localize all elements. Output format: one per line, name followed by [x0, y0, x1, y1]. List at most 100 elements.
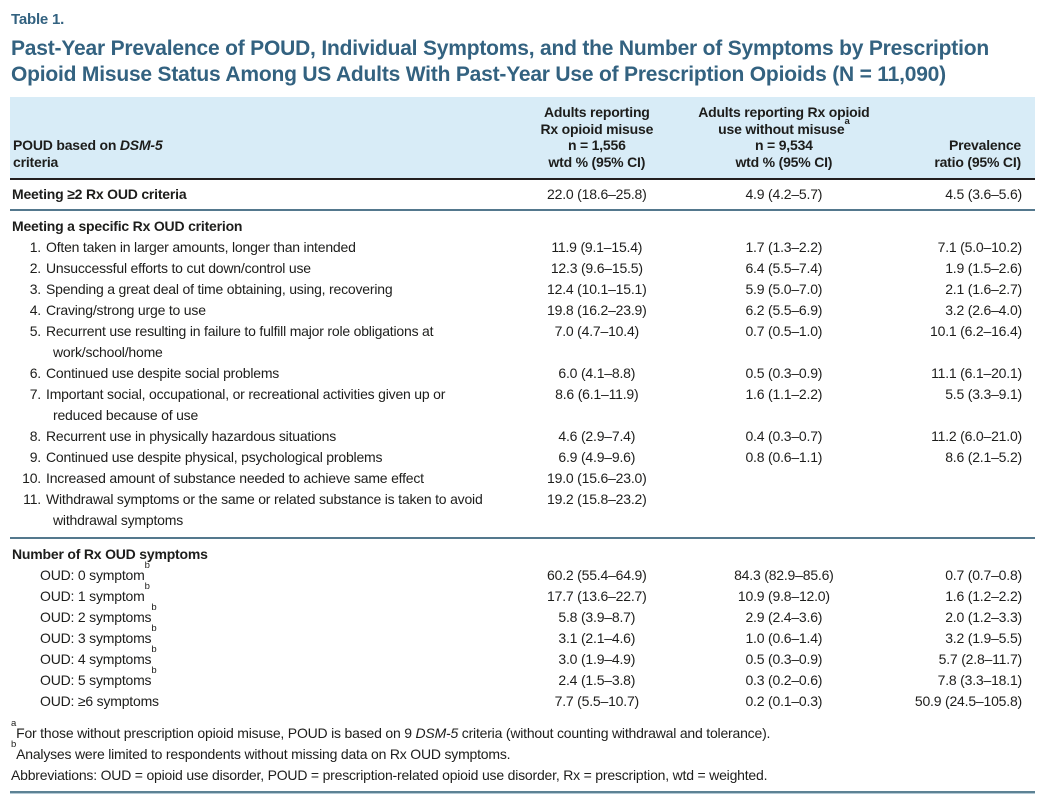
- criterion-label: OUD: 3 symptomsb: [40, 623, 157, 646]
- value-cell: [687, 489, 882, 538]
- criterion-cell: 11. Withdrawal symptoms or the same or re…: [10, 489, 507, 538]
- table-row: 1. Often taken in larger amounts, longer …: [10, 237, 1035, 258]
- table-row: 4. Craving/strong urge to use 19.8 (16.2–2…: [10, 300, 1035, 321]
- table-row: Meeting ≥2 Rx OUD criteria 22.0 (18.6–25.…: [10, 179, 1035, 210]
- criterion-label: Often taken in larger amounts, longer th…: [46, 239, 356, 255]
- value-cell: [881, 489, 1035, 538]
- value-cell: 3.2 (2.6–4.0): [945, 302, 1022, 318]
- table-row: OUD: 1 symptomb 17.7 (13.6–22.7) 10.9 (9.8…: [10, 581, 1035, 607]
- criterion-label-wrap: OUD: 0 symptomb: [10, 561, 507, 586]
- criterion-cell: 4. Craving/strong urge to use: [10, 300, 507, 321]
- criterion-label-wrap: 9. Continued use despite physical, psycho…: [10, 447, 507, 468]
- value-cell: 11.2 (6.0–21.0): [931, 428, 1022, 444]
- footnote-a: aFor those without prescription opioid m…: [11, 718, 771, 741]
- value-cell: 4.5 (3.6–5.6): [945, 186, 1022, 202]
- value-cell: [687, 468, 882, 489]
- criterion-cell: 5. Recurrent use resulting in failure to …: [10, 321, 507, 363]
- row-number: 4.: [29, 302, 41, 318]
- criterion-label-wrap: OUD: 5 symptomsb: [10, 666, 507, 691]
- value-cell: 2.4 (1.5–3.8): [558, 672, 636, 688]
- section-header: Meeting a specific Rx OUD criterion: [12, 218, 243, 234]
- value-cell: 22.0 (18.6–25.8): [547, 186, 647, 202]
- value-cell: 5.8 (3.9–8.7): [558, 609, 636, 625]
- criterion-cell: 2. Unsuccessful efforts to cut down/contr…: [10, 258, 507, 279]
- value-cell: 5.7 (2.8–11.7): [938, 651, 1023, 667]
- criterion-cell: OUD: 0 symptomb: [10, 561, 507, 586]
- criterion-label: Recurrent use in physically hazardous si…: [46, 428, 336, 444]
- row-number: 1.: [29, 239, 41, 255]
- table-number-label: Table 1.: [11, 11, 65, 28]
- value-cell: 84.3 (82.9–85.6): [734, 567, 834, 583]
- value-cell: 1.6 (1.1–2.2): [745, 386, 823, 402]
- value-cell: 3.2 (1.9–5.5): [945, 630, 1022, 646]
- value-cell: 7.7 (5.5–10.7): [554, 693, 640, 709]
- criterion-cell: OUD: 2 symptomsb: [10, 603, 507, 628]
- value-cell: 50.9 (24.5–105.8): [914, 693, 1022, 709]
- value-cell: [881, 468, 1035, 489]
- value-cell: 0.7 (0.7–0.8): [945, 567, 1022, 583]
- criterion-label-wrap: OUD: 2 symptomsb: [10, 603, 507, 628]
- value-cell: 12.4 (10.1–15.1): [547, 281, 647, 297]
- criterion-cell: 9. Continued use despite physical, psycho…: [10, 447, 507, 468]
- header-row: POUD based on DSM-5 criteria Adults repo…: [10, 97, 1035, 179]
- table-row: OUD: 0 symptomb 60.2 (55.4–64.9) 84.3 (82.…: [10, 561, 1035, 586]
- criterion-label-wrap: 7. Important social, occupational, or rec…: [10, 384, 507, 426]
- table-row: OUD: 4 symptomsb 3.0 (1.9–4.9) 0.5 (0.3–0.…: [10, 644, 1035, 670]
- table-row: OUD: 2 symptomsb 5.8 (3.9–8.7) 2.9 (2.4–3.…: [10, 603, 1035, 628]
- criterion-label: OUD: 4 symptomsb: [40, 644, 157, 667]
- value-cell: 8.6 (6.1–11.9): [555, 386, 639, 402]
- value-cell: 8.6 (2.1–5.2): [945, 449, 1022, 465]
- criterion-label: Important social, occupational, or recre…: [46, 384, 445, 426]
- criterion-cell: 3. Spending a great deal of time obtainin…: [10, 279, 507, 300]
- value-cell: 0.2 (0.1–0.3): [745, 693, 823, 709]
- criterion-label-wrap: 6. Continued use despite social problems: [10, 363, 507, 384]
- criterion-cell: OUD: ≥6 symptoms: [10, 691, 507, 712]
- table-row: 11. Withdrawal symptoms or the same or re…: [10, 489, 1035, 538]
- table-row: 6. Continued use despite social problems 6…: [10, 363, 1035, 384]
- footnote-b: bAnalyses were limited to respondents wi…: [11, 739, 511, 762]
- value-cell: 3.1 (2.1–4.6): [558, 630, 636, 646]
- column-header-prevalence-ratio: Prevalence ratio (95% CI): [881, 97, 1035, 179]
- footnote-marker-b: b: [151, 623, 157, 634]
- footnote-marker-b: b: [151, 602, 157, 613]
- criterion-cell: 6. Continued use despite social problems: [10, 363, 507, 384]
- criterion-label: Withdrawal symptoms or the same or relat…: [46, 489, 483, 531]
- table-row: OUD: 5 symptomsb 2.4 (1.5–3.8) 0.3 (0.2–0.…: [10, 666, 1035, 691]
- value-cell: 2.9 (2.4–3.6): [745, 609, 823, 625]
- value-cell: 1.9 (1.5–2.6): [945, 260, 1022, 276]
- criterion-cell: 7. Important social, occupational, or rec…: [10, 384, 507, 426]
- value-cell: 0.3 (0.2–0.6): [745, 672, 823, 688]
- value-cell: 3.0 (1.9–4.9): [558, 651, 636, 667]
- table-body: Meeting ≥2 Rx OUD criteria 22.0 (18.6–25.…: [10, 179, 1035, 712]
- value-cell: 0.4 (0.3–0.7): [745, 428, 823, 444]
- column-header-no-misuse: Adults reporting Rx opioid use without m…: [686, 97, 882, 179]
- criterion-label-wrap: OUD: 4 symptomsb: [10, 644, 507, 670]
- section-header-row: Meeting a specific Rx OUD criterion: [10, 210, 1035, 237]
- value-cell: 2.1 (1.6–2.7): [945, 281, 1022, 297]
- value-cell: 19.0 (15.6–23.0): [547, 470, 647, 486]
- value-cell: 2.0 (1.2–3.3): [945, 609, 1022, 625]
- table-row: 9. Continued use despite physical, psycho…: [10, 447, 1035, 468]
- page-title: Past-Year Prevalence of POUD, Individual…: [11, 36, 1035, 88]
- criterion-label: Continued use despite physical, psycholo…: [46, 449, 383, 465]
- title-line-2: Opioid Misuse Status Among US Adults Wit…: [11, 63, 946, 86]
- table-row: 8. Recurrent use in physically hazardous …: [10, 426, 1035, 447]
- criterion-cell: Meeting ≥2 Rx OUD criteria: [10, 179, 507, 210]
- criterion-label-wrap: 2. Unsuccessful efforts to cut down/contr…: [10, 258, 507, 279]
- footnote-marker-b: b: [144, 560, 150, 571]
- footnote-marker-b: b: [144, 581, 150, 592]
- footnotes: aFor those without prescription opioid m…: [10, 718, 1035, 786]
- prevalence-table: POUD based on DSM-5 criteria Adults repo…: [10, 97, 1035, 712]
- value-cell: 7.8 (3.3–18.1): [937, 672, 1023, 688]
- value-cell: 5.9 (5.0–7.0): [745, 281, 823, 297]
- criterion-label-wrap: 11. Withdrawal symptoms or the same or re…: [10, 489, 507, 531]
- criterion-label-wrap: 10. Increased amount of substance needed …: [10, 468, 507, 489]
- criterion-label: OUD: 1 symptomb: [40, 581, 150, 604]
- row-number: 10.: [22, 470, 41, 486]
- abbreviations-note: Abbreviations: OUD = opioid use disorder…: [11, 767, 768, 783]
- value-cell: 19.8 (16.2–23.9): [547, 302, 647, 318]
- value-cell: 7.0 (4.7–10.4): [554, 323, 640, 339]
- criterion-label: Spending a great deal of time obtaining,…: [46, 281, 393, 297]
- criterion-label: Continued use despite social problems: [46, 365, 280, 381]
- row-number: 8.: [29, 428, 41, 444]
